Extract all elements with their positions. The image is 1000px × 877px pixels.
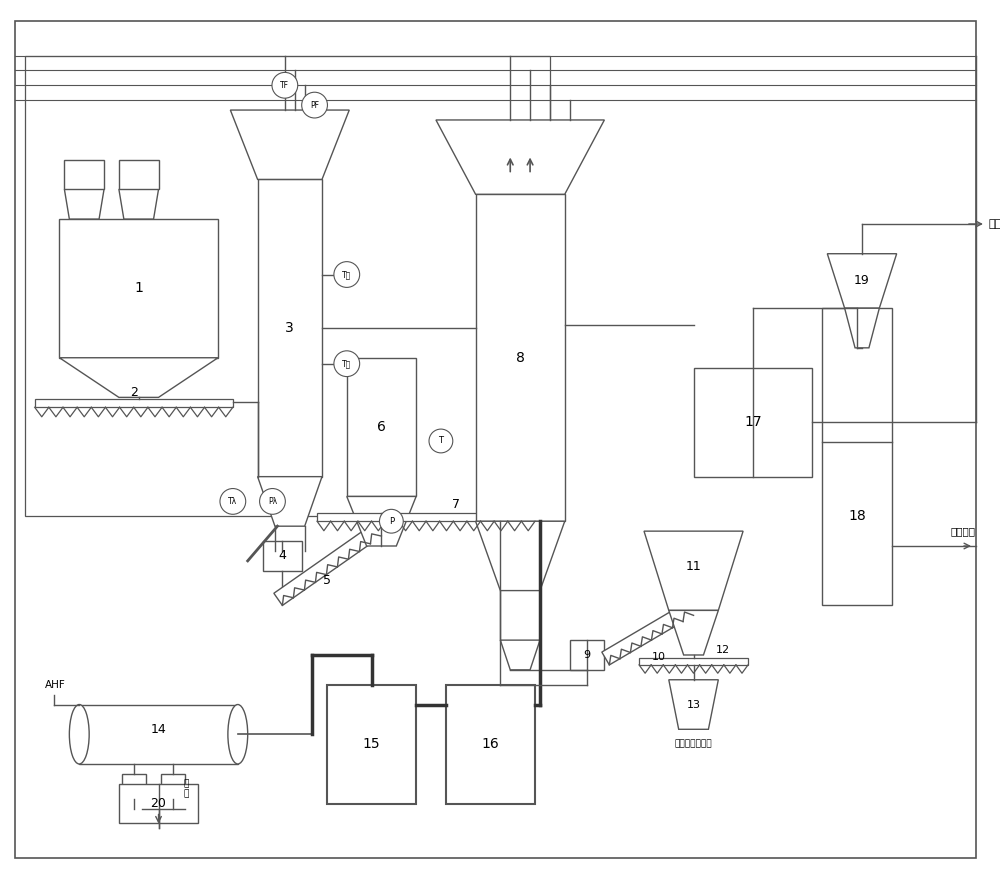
Text: 去气力输送系统: 去气力输送系统 — [675, 739, 712, 749]
Text: 17: 17 — [744, 415, 762, 429]
Polygon shape — [258, 476, 322, 526]
Bar — [639, 658, 748, 665]
Circle shape — [220, 488, 246, 514]
Polygon shape — [436, 120, 604, 195]
Polygon shape — [827, 253, 897, 308]
Polygon shape — [274, 524, 381, 605]
Text: T上: T上 — [342, 270, 351, 279]
Polygon shape — [602, 602, 694, 665]
Text: 6: 6 — [377, 420, 386, 434]
Text: 12: 12 — [716, 645, 730, 655]
Text: 废液处理: 废液处理 — [951, 526, 976, 536]
Bar — [476, 195, 565, 521]
Bar — [119, 160, 159, 189]
Text: 14: 14 — [151, 723, 166, 736]
Bar — [694, 367, 812, 476]
Polygon shape — [119, 189, 159, 219]
Text: 热
水: 热 水 — [183, 779, 189, 798]
Polygon shape — [669, 610, 718, 655]
Ellipse shape — [228, 704, 248, 764]
Circle shape — [302, 92, 327, 118]
Text: 13: 13 — [687, 700, 701, 709]
Polygon shape — [230, 110, 349, 180]
Bar — [570, 640, 604, 670]
Polygon shape — [644, 531, 743, 610]
Text: 18: 18 — [848, 510, 866, 524]
Bar — [161, 774, 185, 799]
Text: 9: 9 — [583, 650, 591, 660]
Text: 3: 3 — [285, 321, 294, 335]
Text: 16: 16 — [482, 738, 499, 752]
Text: Tλ: Tλ — [228, 497, 237, 506]
Circle shape — [429, 429, 453, 453]
Polygon shape — [64, 189, 104, 219]
Text: 排风: 排风 — [989, 219, 1000, 229]
Polygon shape — [347, 496, 416, 546]
Text: T: T — [438, 437, 443, 446]
Bar — [263, 541, 302, 571]
Text: 20: 20 — [151, 797, 166, 810]
Text: PF: PF — [310, 101, 319, 110]
Text: 7: 7 — [452, 498, 460, 511]
Text: 8: 8 — [516, 351, 525, 365]
Text: P: P — [389, 517, 394, 525]
Text: 2: 2 — [130, 386, 138, 399]
Bar — [122, 774, 146, 799]
Text: AHF: AHF — [45, 680, 65, 689]
Text: Pλ: Pλ — [268, 497, 277, 506]
Polygon shape — [59, 358, 218, 397]
Text: 11: 11 — [686, 560, 701, 574]
Bar — [822, 308, 892, 605]
Circle shape — [334, 261, 360, 288]
Text: 1: 1 — [134, 282, 143, 296]
Bar — [25, 55, 550, 517]
Circle shape — [334, 351, 360, 376]
Bar — [79, 704, 238, 764]
Bar — [35, 399, 233, 407]
Circle shape — [272, 73, 298, 98]
Circle shape — [379, 510, 403, 533]
Text: 5: 5 — [323, 574, 331, 588]
Text: TF: TF — [280, 81, 289, 89]
Bar — [347, 358, 416, 496]
Text: 19: 19 — [854, 275, 870, 288]
Text: 10: 10 — [652, 652, 666, 662]
Bar — [59, 219, 218, 358]
Text: 15: 15 — [363, 738, 380, 752]
Text: T下: T下 — [342, 360, 351, 368]
Bar — [317, 513, 535, 521]
Polygon shape — [669, 680, 718, 730]
Bar — [64, 160, 104, 189]
Text: 4: 4 — [278, 549, 286, 562]
Bar — [258, 180, 322, 476]
Polygon shape — [845, 308, 879, 348]
Bar — [446, 685, 535, 803]
Bar — [119, 784, 198, 824]
Ellipse shape — [69, 704, 89, 764]
Circle shape — [260, 488, 285, 514]
Bar — [327, 685, 416, 803]
Polygon shape — [500, 640, 540, 670]
Polygon shape — [476, 521, 565, 590]
